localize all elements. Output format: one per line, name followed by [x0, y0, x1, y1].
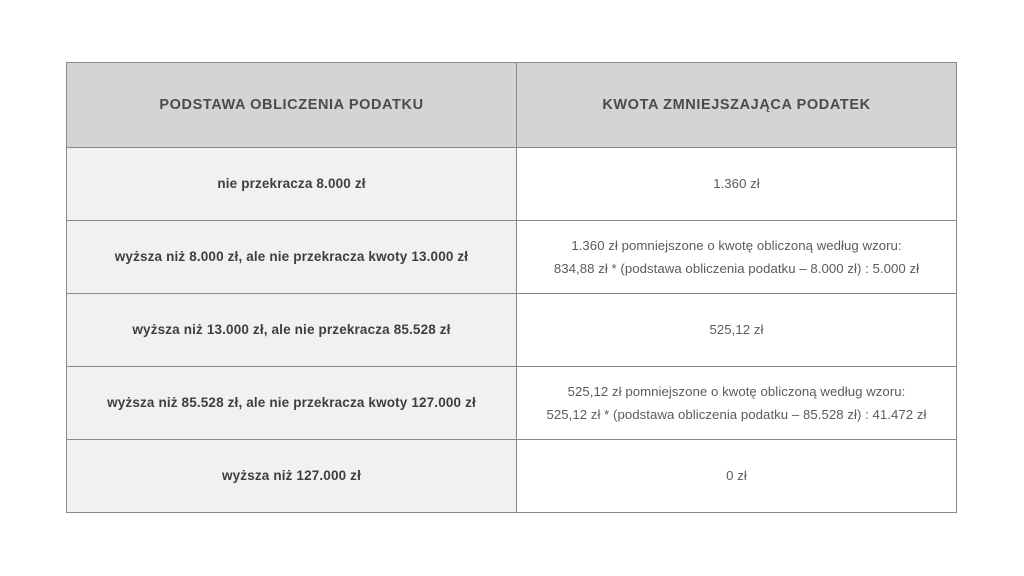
- value-line: 834,88 zł * (podstawa obliczenia podatku…: [553, 261, 920, 276]
- cell-kwota: 525,12 zł pomniejszone o kwotę obliczoną…: [516, 366, 957, 440]
- value-line: 0 zł: [726, 468, 747, 484]
- value-line: 1.360 zł: [713, 176, 760, 192]
- cell-podstawa: wyższa niż 127.000 zł: [66, 439, 517, 513]
- table-row: nie przekracza 8.000 zł 1.360 zł: [66, 147, 957, 221]
- cell-podstawa: wyższa niż 8.000 zł, ale nie przekracza …: [66, 220, 517, 294]
- table-header: PODSTAWA OBLICZENIA PODATKU KWOTA ZMNIEJ…: [66, 62, 957, 148]
- cell-kwota: 1.360 zł pomniejszone o kwotę obliczoną …: [516, 220, 957, 294]
- table-row: wyższa niż 8.000 zł, ale nie przekracza …: [66, 220, 957, 294]
- value-line: 525,12 zł pomniejszone o kwotę obliczoną…: [567, 383, 906, 399]
- cell-kwota: 525,12 zł: [516, 293, 957, 367]
- table-row: wyższa niż 13.000 zł, ale nie przekracza…: [66, 293, 957, 367]
- column-header-podstawa: PODSTAWA OBLICZENIA PODATKU: [66, 62, 517, 148]
- cell-podstawa: wyższa niż 13.000 zł, ale nie przekracza…: [66, 293, 517, 367]
- value-line: 525,12 zł: [709, 322, 764, 338]
- value-line: 525,12 zł * (podstawa obliczenia podatku…: [546, 407, 927, 422]
- cell-kwota: 1.360 zł: [516, 147, 957, 221]
- cell-podstawa: nie przekracza 8.000 zł: [66, 147, 517, 221]
- column-header-kwota: KWOTA ZMNIEJSZAJĄCA PODATEK: [516, 62, 957, 148]
- tax-scale-table: PODSTAWA OBLICZENIA PODATKU KWOTA ZMNIEJ…: [66, 62, 957, 513]
- table-body: nie przekracza 8.000 zł 1.360 zł wyższa …: [66, 147, 957, 513]
- cell-kwota: 0 zł: [516, 439, 957, 513]
- table-header-row: PODSTAWA OBLICZENIA PODATKU KWOTA ZMNIEJ…: [66, 62, 957, 148]
- table-row: wyższa niż 85.528 zł, ale nie przekracza…: [66, 366, 957, 440]
- value-line: 1.360 zł pomniejszone o kwotę obliczoną …: [571, 237, 902, 253]
- table-row: wyższa niż 127.000 zł 0 zł: [66, 439, 957, 513]
- cell-podstawa: wyższa niż 85.528 zł, ale nie przekracza…: [66, 366, 517, 440]
